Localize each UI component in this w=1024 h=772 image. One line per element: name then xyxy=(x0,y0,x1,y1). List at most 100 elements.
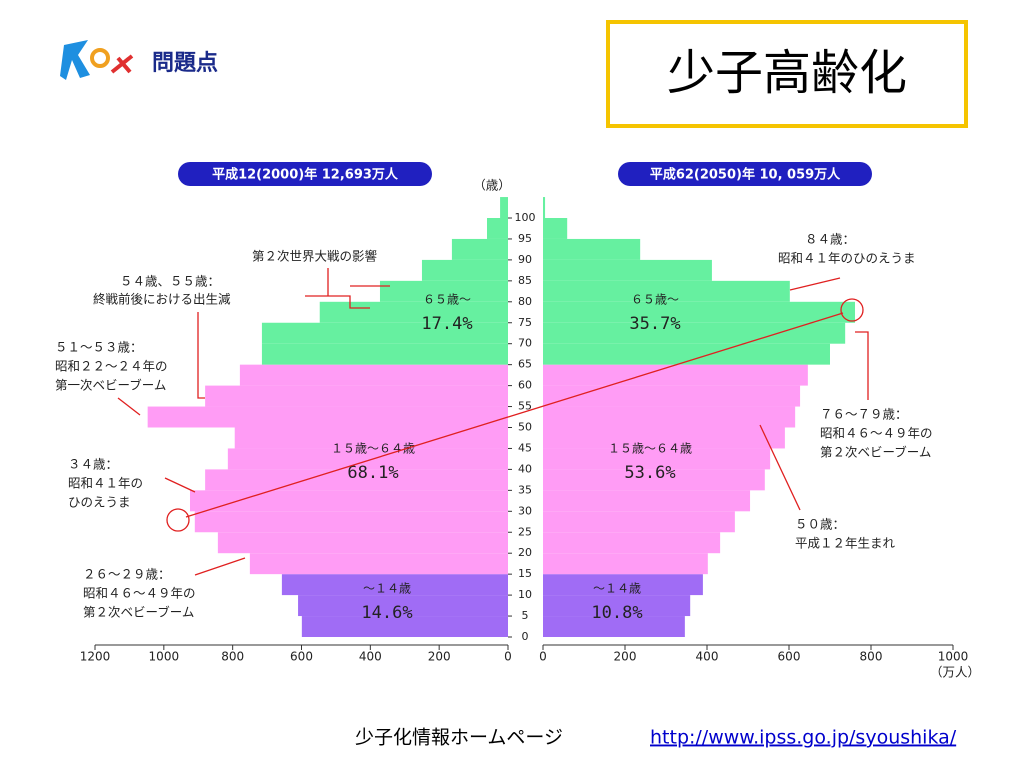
bar xyxy=(205,469,508,491)
bar xyxy=(543,343,830,365)
bar xyxy=(543,469,765,491)
annotation: 平成１２年生まれ xyxy=(795,536,896,551)
bar xyxy=(543,616,685,637)
bar xyxy=(543,595,691,617)
y-tick-label: 90 xyxy=(518,253,532,266)
bar xyxy=(451,238,508,260)
bar xyxy=(487,218,508,239)
y-tick-label: 60 xyxy=(518,379,532,392)
annotation: ひのえうま xyxy=(68,495,131,510)
x-tick-label: 1200 xyxy=(80,650,111,664)
annotation: 昭和４６～４９年の xyxy=(83,586,196,601)
y-tick-label: 80 xyxy=(518,295,532,308)
annotation: 終戦前後における出生減 xyxy=(93,292,231,307)
annotation: 昭和４１年の xyxy=(68,476,143,491)
annotation: 昭和４１年のひのえうま xyxy=(778,251,916,266)
bar xyxy=(281,574,508,596)
x-tick-label: 800 xyxy=(221,650,244,664)
annotation: 昭和２２～２４年の xyxy=(55,359,168,374)
footer-text: 少子化情報ホームページ xyxy=(355,727,563,749)
badge-text: 少子高齢化 xyxy=(667,45,907,101)
bar xyxy=(543,280,790,302)
bar xyxy=(234,427,508,449)
y-tick-label: 30 xyxy=(518,504,532,517)
bar xyxy=(298,595,508,617)
annotation: ３４歳： xyxy=(68,457,118,472)
x-axis-label: （万人） xyxy=(930,665,980,680)
y-tick-label: 55 xyxy=(518,400,532,413)
group-share: 10.8% xyxy=(591,603,642,623)
bar xyxy=(261,343,508,365)
group-label: ６５歳～ xyxy=(631,293,679,307)
bar xyxy=(543,553,708,575)
bar xyxy=(217,532,508,554)
annotation: 昭和４６～４９年の xyxy=(820,426,933,441)
group-share: 35.7% xyxy=(629,314,680,334)
group-label: ～１４歳 xyxy=(363,582,411,596)
bar xyxy=(261,322,508,344)
group-share: 17.4% xyxy=(421,314,472,334)
x-tick-label: 600 xyxy=(290,650,313,664)
x-tick-label: 400 xyxy=(359,650,382,664)
y-tick-label: 70 xyxy=(518,337,532,350)
y-tick-label: 50 xyxy=(518,421,532,434)
y-tick-label: 100 xyxy=(515,211,536,224)
annotation: ５０歳： xyxy=(795,517,845,532)
chart-title: 平成12(2000)年 12,693万人 xyxy=(212,167,399,183)
y-tick-label: 10 xyxy=(518,588,532,601)
y-axis-label: （歳） xyxy=(473,178,511,193)
group-share: 68.1% xyxy=(347,463,398,483)
bar xyxy=(147,406,508,428)
x-tick-label: 0 xyxy=(539,650,547,664)
bar xyxy=(239,364,508,386)
chart-title: 平成62(2050)年 10, 059万人 xyxy=(650,167,841,183)
y-tick-label: 65 xyxy=(518,358,532,371)
group-share: 14.6% xyxy=(361,603,412,623)
bar xyxy=(205,385,508,407)
annotation: ５１～５３歳： xyxy=(55,340,143,355)
y-tick-label: 95 xyxy=(518,232,532,245)
annotation: 第２次ベビーブーム xyxy=(820,445,931,460)
x-tick-label: 200 xyxy=(428,650,451,664)
bar xyxy=(543,385,801,407)
title-pill xyxy=(178,162,432,186)
footer-link[interactable]: http://www.ipss.go.jp/syoushika/ xyxy=(650,727,957,749)
slide-title: 問題点 xyxy=(152,50,218,76)
title-pill xyxy=(618,162,872,186)
x-tick-label: 600 xyxy=(778,650,801,664)
logo xyxy=(60,40,134,80)
y-tick-label: 20 xyxy=(518,546,532,559)
group-label: ６５歳～ xyxy=(423,293,471,307)
x-tick-label: 400 xyxy=(696,650,719,664)
group-label: ～１４歳 xyxy=(593,582,641,596)
x-tick-label: 1000 xyxy=(149,650,180,664)
annotation: 第２次世界大戦の影響 xyxy=(252,249,377,264)
bar xyxy=(543,427,785,449)
group-label: １５歳～６４歳 xyxy=(608,442,692,456)
annotation: ７６～７９歳： xyxy=(820,407,908,422)
bar xyxy=(227,448,508,470)
bar xyxy=(421,259,508,281)
annotation: 第一次ベビーブーム xyxy=(55,378,166,393)
bar xyxy=(543,301,856,323)
x-tick-label: 0 xyxy=(504,650,512,664)
badge-box xyxy=(606,20,968,128)
bar xyxy=(543,259,712,281)
bar xyxy=(194,511,508,533)
y-tick-label: 5 xyxy=(522,609,529,622)
bar xyxy=(379,280,508,302)
bar xyxy=(543,448,771,470)
x-tick-label: 1000 xyxy=(938,650,969,664)
bar xyxy=(543,406,796,428)
annotation: ２６～２９歳： xyxy=(83,567,171,582)
bar xyxy=(543,511,735,533)
bar xyxy=(319,301,508,323)
bar xyxy=(500,197,508,218)
bar xyxy=(543,574,703,596)
bar xyxy=(189,490,509,512)
bar xyxy=(543,490,751,512)
annotation: 第２次ベビーブーム xyxy=(83,605,194,620)
y-tick-label: 35 xyxy=(518,483,532,496)
y-tick-label: 75 xyxy=(518,316,532,329)
